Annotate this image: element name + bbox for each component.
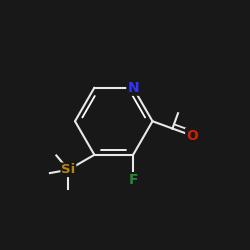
Text: Si: Si [61,163,76,176]
Text: O: O [186,128,198,142]
Text: F: F [128,173,138,187]
Text: N: N [127,81,139,95]
